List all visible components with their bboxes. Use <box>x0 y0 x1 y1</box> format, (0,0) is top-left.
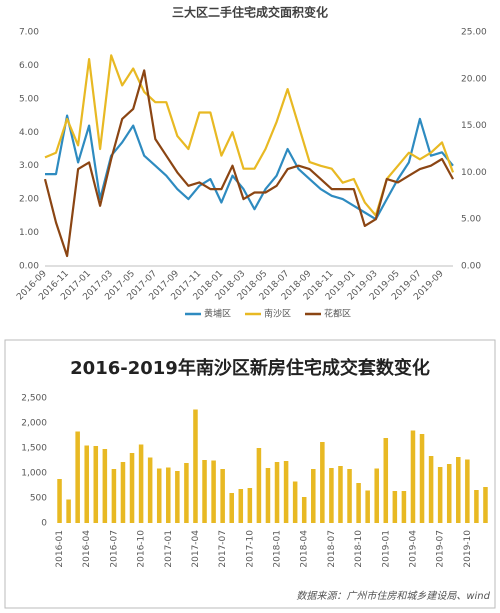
bar <box>129 453 135 523</box>
x-tick-label: 2018-04 <box>300 530 310 568</box>
bar <box>347 469 352 523</box>
bar <box>274 462 280 523</box>
y-tick-label: 2.00 <box>19 195 39 205</box>
bar <box>75 431 80 523</box>
y-tick-label: 2,500 <box>21 394 47 404</box>
bar <box>311 469 316 523</box>
bar <box>301 497 307 523</box>
bar <box>283 461 289 523</box>
x-tick-label: 2016-07 <box>109 530 119 568</box>
y-tick-label: 500 <box>30 494 47 504</box>
source-note: 数据来源：广州市住房和城乡建设局、wind <box>296 590 490 602</box>
y-tick-label: 1,500 <box>21 444 47 454</box>
bar <box>356 483 361 523</box>
x-tick-label: 2019-04 <box>408 530 418 568</box>
bar <box>193 409 198 523</box>
line-series <box>45 114 454 221</box>
bar <box>111 469 117 523</box>
bar <box>175 471 180 523</box>
x-tick-label: 2017-01 <box>164 530 174 568</box>
bar <box>365 490 370 523</box>
x-tick-label: 2019-01 <box>381 530 391 568</box>
bar <box>120 462 126 523</box>
y-tick-label: 0 <box>41 519 47 529</box>
bar <box>147 457 153 523</box>
y2-tick-label: 15.00 <box>461 121 487 131</box>
y-tick-label: 7.00 <box>19 28 39 38</box>
bar <box>138 444 144 523</box>
bar <box>483 487 488 523</box>
bar <box>211 460 216 523</box>
bar <box>220 469 225 523</box>
bar <box>156 468 162 523</box>
line-series <box>43 69 454 258</box>
bar <box>256 448 262 523</box>
bar <box>238 489 244 523</box>
y-tick-label: 6.00 <box>19 61 39 71</box>
chart-title: 三大区二手住宅成交面积变化 <box>172 5 328 20</box>
x-tick-label: 2019-07 <box>436 530 446 568</box>
bar <box>66 499 71 523</box>
bar <box>93 446 99 523</box>
bar <box>84 445 89 523</box>
y-tick-label: 1,000 <box>21 469 47 479</box>
y-tick-label: 1.00 <box>19 228 39 238</box>
y-tick-label: 5.00 <box>19 94 39 104</box>
x-tick-label: 2018-07 <box>327 530 337 568</box>
bar <box>401 491 407 523</box>
bar <box>474 490 479 523</box>
bar <box>338 466 343 523</box>
y-tick-label: 0.00 <box>19 262 39 272</box>
x-tick-label: 2018-01 <box>273 530 283 568</box>
x-tick-label: 2016-10 <box>137 530 147 568</box>
bar <box>202 460 207 523</box>
bar <box>456 457 461 523</box>
bar <box>102 449 108 523</box>
bar <box>419 434 425 523</box>
bar <box>292 481 298 523</box>
bar <box>383 438 389 523</box>
y-tick-label: 2,000 <box>21 419 47 429</box>
bar <box>320 442 325 523</box>
chart-title: 2016-2019年南沙区新房住宅成交套数变化 <box>70 357 430 379</box>
y2-tick-label: 20.00 <box>461 74 487 84</box>
y2-tick-label: 0.00 <box>461 262 481 272</box>
x-tick-label: 2016-01 <box>55 530 65 568</box>
x-tick-label: 2017-04 <box>191 530 201 568</box>
x-tick-label: 2018-10 <box>354 530 364 568</box>
y2-tick-label: 5.00 <box>461 215 481 225</box>
bar <box>265 468 271 523</box>
bar <box>374 468 379 523</box>
bar <box>247 488 253 523</box>
legend-label: 黄埔区 <box>204 308 231 320</box>
y-tick-label: 3.00 <box>19 161 39 171</box>
bar <box>410 430 416 523</box>
bar <box>329 468 334 523</box>
legend-label: 花都区 <box>324 308 351 320</box>
bar <box>57 479 62 523</box>
bar <box>437 467 443 523</box>
bar <box>184 463 189 523</box>
x-tick-label: 2017-07 <box>218 530 228 568</box>
y-tick-label: 4.00 <box>19 128 39 138</box>
chart-frame <box>4 339 496 609</box>
bar <box>392 491 398 523</box>
x-tick-label: 2017-10 <box>245 530 255 568</box>
x-tick-label: 2016-04 <box>82 530 92 568</box>
legend-label: 南沙区 <box>264 308 291 320</box>
y2-tick-label: 10.00 <box>461 168 487 178</box>
bar <box>229 493 234 523</box>
bar <box>428 456 434 523</box>
x-tick-label: 2019-10 <box>463 530 473 568</box>
bar <box>446 464 452 523</box>
y2-tick-label: 25.00 <box>461 28 487 38</box>
bar <box>166 467 171 523</box>
bar <box>465 459 470 523</box>
